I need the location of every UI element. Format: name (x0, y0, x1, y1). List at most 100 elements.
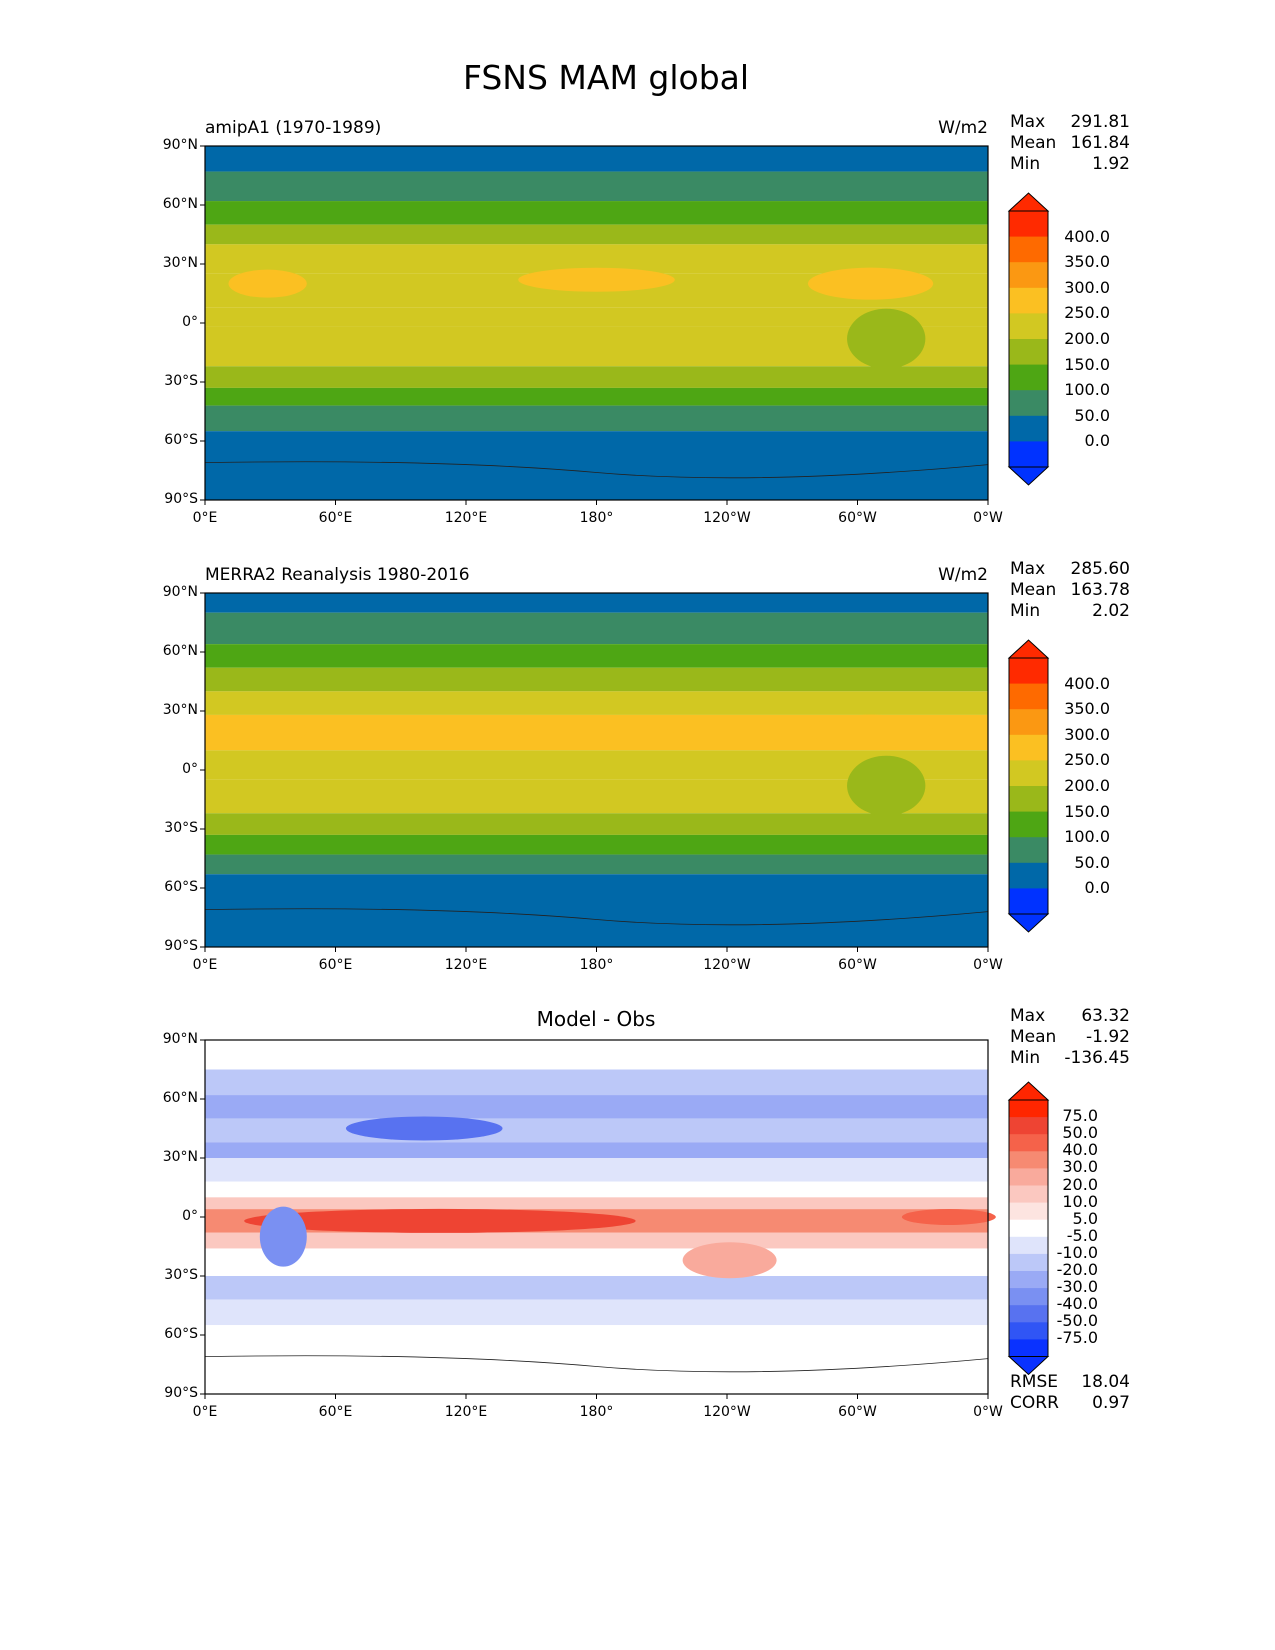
x-tick-label: 0°W (973, 510, 1003, 526)
colorbar-segment (1009, 1168, 1048, 1186)
colorbar-segment (1009, 760, 1048, 787)
colorbar-frame (1008, 1099, 1049, 1357)
colorbar-label: 5.0 (1072, 1208, 1098, 1228)
y-tick-label: 60°S (164, 432, 198, 448)
colorbar-label: 250.0 (1064, 303, 1110, 323)
y-tick-label: 60°N (162, 196, 198, 212)
colorbar-segment (1009, 1100, 1048, 1118)
colorbar-segment (1009, 683, 1048, 710)
map-feature (518, 722, 675, 747)
colorbar-extend-top (1007, 1081, 1050, 1101)
colorbar-label: -40.0 (1056, 1294, 1098, 1314)
metric-label: RMSE (1010, 1372, 1059, 1392)
y-tick-label: 30°N (162, 702, 198, 718)
stat-label: Min (1010, 154, 1041, 174)
x-tick-label: 120°W (703, 957, 751, 973)
panel-units: W/m2 (938, 118, 988, 138)
colorbar-label: -30.0 (1056, 1277, 1098, 1297)
coastline (204, 461, 989, 479)
colorbar-label: 10.0 (1062, 1191, 1098, 1211)
colorbar-label: 250.0 (1064, 750, 1110, 770)
colorbar-segment (1009, 1322, 1048, 1340)
x-tick-label: 180° (579, 1404, 614, 1420)
y-tick-label: 90°N (162, 137, 198, 153)
x-tick-label: 0°E (192, 1404, 218, 1420)
colorbar-label: 300.0 (1064, 724, 1110, 744)
x-tick-label: 120°W (703, 510, 751, 526)
colorbar-segment (1009, 1117, 1048, 1135)
map-band (205, 387, 988, 406)
y-tick-label: 30°S (164, 820, 198, 836)
colorbar-label: 0.0 (1084, 878, 1110, 898)
y-tick-label: 90°S (164, 1385, 198, 1401)
stat-label: Mean (1010, 133, 1057, 153)
y-tick-label: 60°S (164, 1326, 198, 1342)
x-tick-label: 0°W (973, 957, 1003, 973)
map-band (205, 1040, 988, 1070)
x-tick-label: 120°W (703, 1404, 751, 1420)
x-tick-label: 60°W (838, 957, 877, 973)
stat-value: 285.60 (1070, 559, 1130, 579)
panel-title: Model - Obs (536, 1007, 656, 1031)
colorbar-label: -10.0 (1056, 1242, 1098, 1262)
colorbar-label: 300.0 (1064, 277, 1110, 297)
x-tick-label: 60°W (838, 1404, 877, 1420)
map-feature (259, 1206, 307, 1267)
stat-value: 291.81 (1070, 112, 1130, 132)
colorbar-segment (1009, 734, 1048, 761)
colorbar-segment (1009, 1253, 1048, 1272)
map-band (205, 593, 988, 613)
x-tick-label: 120°E (444, 510, 488, 526)
stat-value: -136.45 (1064, 1048, 1130, 1068)
colorbar-extend-bottom (1007, 466, 1050, 486)
colorbar-segment (1009, 658, 1048, 685)
colorbar-label: 50.0 (1074, 852, 1110, 872)
colorbar-segment (1009, 811, 1048, 838)
map-feature (518, 267, 675, 292)
y-tick-label: 30°S (164, 1267, 198, 1283)
colorbar-label: 30.0 (1062, 1157, 1098, 1177)
colorbar-segment (1009, 287, 1048, 314)
x-tick-label: 60°E (318, 510, 353, 526)
stat-label: Min (1010, 1048, 1041, 1068)
colorbar-label: 400.0 (1064, 673, 1110, 693)
colorbar-segment (1009, 313, 1048, 340)
colorbar-segment (1009, 837, 1048, 864)
map-band (205, 691, 988, 715)
colorbar-segment (1009, 390, 1048, 417)
metric-value: 0.97 (1092, 1393, 1130, 1413)
colorbar-frame (1008, 210, 1049, 468)
map-band (205, 1325, 988, 1394)
map-band (205, 1232, 988, 1249)
colorbar-segment (1009, 709, 1048, 736)
map-band (205, 431, 988, 500)
colorbar-label: 150.0 (1064, 801, 1110, 821)
x-tick-label: 60°E (318, 1404, 353, 1420)
colorbar-segment (1009, 1288, 1048, 1306)
map-band (205, 1299, 988, 1326)
x-tick-label: 120°E (444, 957, 488, 973)
map-feature (228, 716, 307, 745)
map-feature (228, 269, 307, 298)
map-band (205, 1118, 988, 1143)
map-band (205, 201, 988, 225)
colorbar-segment (1009, 1271, 1048, 1289)
map-feature (682, 1242, 777, 1279)
x-tick-label: 180° (579, 957, 614, 973)
stat-value: 161.84 (1070, 133, 1130, 153)
colorbar-segment (1009, 1339, 1048, 1357)
colorbar-segment (1009, 1236, 1048, 1255)
map-band (205, 644, 988, 668)
y-tick-label: 30°S (164, 373, 198, 389)
coastline (204, 1355, 989, 1373)
colorbar-segment (1009, 1219, 1048, 1238)
colorbar-label: 0.0 (1084, 431, 1110, 451)
x-tick-label: 120°E (444, 1404, 488, 1420)
colorbar-label: -50.0 (1056, 1311, 1098, 1331)
x-tick-label: 60°E (318, 957, 353, 973)
stat-value: 63.32 (1081, 1006, 1130, 1026)
y-tick-label: 30°N (162, 1149, 198, 1165)
coastline (204, 908, 989, 926)
colorbar-label: -20.0 (1056, 1260, 1098, 1279)
